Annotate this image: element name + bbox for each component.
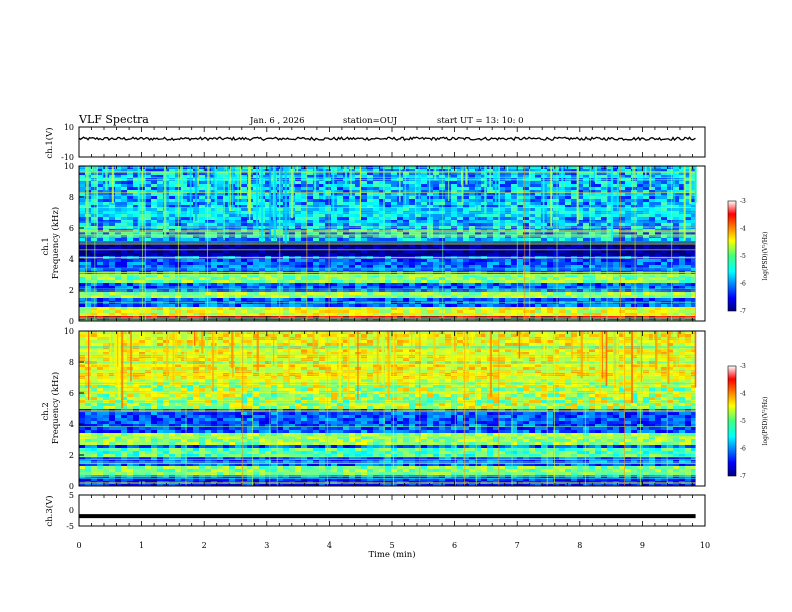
- ch2-colorbar: -3 -4 -5 -6 -7 log(PSD)(V²/Hz): [727, 363, 769, 480]
- ch1-ytick-bottom: -10: [61, 153, 74, 162]
- ch2-spectrogram-ytick-label: 6: [69, 389, 74, 398]
- ch2-spectrogram-ytick-label: 10: [64, 327, 74, 336]
- time-axis-ticks: [78, 127, 706, 526]
- ch1-ylabel: ch.1(V): [44, 127, 55, 158]
- station-label: station=OUJ: [343, 116, 398, 126]
- ch1-colorbar-tick: -7: [740, 308, 746, 315]
- ch1-colorbar: -3 -4 -5 -6 -7 log(PSD)(V²/Hz): [727, 198, 769, 315]
- time-tick-label: 2: [202, 541, 207, 550]
- ch1-spectrogram-ytick-label: 2: [69, 286, 74, 295]
- ch2-colorbar-tick: -6: [740, 446, 746, 453]
- time-tick-label: 9: [640, 541, 645, 550]
- ch2-spectrogram-ytick-label: 0: [69, 482, 74, 491]
- ch1-spectrogram-ytick-label: 6: [69, 224, 74, 233]
- time-tick-label: 8: [577, 541, 582, 550]
- time-tick-label: 4: [327, 541, 332, 550]
- ch3-ytick-mid: 0: [69, 506, 74, 515]
- time-tick-label: 3: [264, 541, 269, 550]
- time-tick-label: 0: [76, 541, 81, 550]
- ch2-spectrogram-panel: 0 2 4 6 8 10 ch.2 Frequency (kHz): [41, 327, 706, 491]
- ch3-ytick-top: 5: [69, 491, 74, 500]
- ch1-ytick-top: 10: [64, 123, 74, 132]
- ch2-spectrogram-image: [79, 331, 697, 486]
- time-tick-label: 6: [452, 541, 457, 550]
- time-tick-label: 5: [389, 541, 394, 550]
- ch3-waveform-frame: [78, 494, 706, 527]
- ch3-ytick-bottom: -5: [66, 522, 74, 531]
- ch1-spectrogram-ytick-label: 0: [69, 317, 74, 326]
- ch3-waveform-panel: 5 0 -5 ch.3(V): [44, 491, 706, 531]
- ch1-spectrogram-ylabel: ch.1 Frequency (kHz): [41, 207, 61, 279]
- start-time-label: start UT = 13: 10: 0: [437, 116, 524, 126]
- time-tick-label: 7: [515, 541, 520, 550]
- time-axis-labels: 0 1 2 3 4 5 6 7 8 9 10: [76, 541, 710, 550]
- ch1-spectrogram-image: [79, 166, 697, 321]
- ch1-spectrogram-panel: 0 2 4 6 8 10 ch.1 Frequency (kHz): [41, 162, 706, 326]
- time-tick-label: 1: [139, 541, 144, 550]
- date-label: Jan. 6 , 2026: [249, 116, 305, 126]
- ch1-waveform-line: [78, 136, 696, 142]
- ch1-colorbar-tick: -6: [740, 281, 746, 288]
- ch1-spectrogram-ytick-label: 8: [69, 193, 74, 202]
- ch2-spectrogram-ylabel: ch.2 Frequency (kHz): [41, 372, 61, 444]
- ch2-colorbar-tick: -3: [740, 363, 746, 370]
- ch2-spectrogram-ytick-label: 8: [69, 358, 74, 367]
- ch1-colorbar-tick: -3: [740, 198, 746, 205]
- ch1-colorbar-tick: -5: [740, 253, 746, 260]
- ch1-colorbar-label: log(PSD)(V²/Hz): [762, 232, 769, 281]
- ch1-waveform-panel: 10 -10 ch.1(V): [44, 123, 706, 162]
- ch2-colorbar-tick: -5: [740, 418, 746, 425]
- ch2-spectrogram-ytick-label: 4: [69, 420, 74, 429]
- ch1-colorbar-gradient: [727, 200, 737, 312]
- ch1-spectrogram-ytick-label: 4: [69, 255, 74, 264]
- ch2-spectrogram-ytick-label: 2: [69, 451, 74, 460]
- ch1-colorbar-tick: -4: [740, 226, 746, 233]
- ch2-colorbar-label: log(PSD)(V²/Hz): [762, 397, 769, 446]
- time-tick-label: 10: [700, 541, 710, 550]
- figure-title: VLF Spectra: [78, 113, 149, 126]
- ch1-spectrogram-ytick-label: 10: [64, 162, 74, 171]
- ch2-colorbar-gradient: [727, 365, 737, 477]
- ch2-colorbar-tick: -4: [740, 391, 746, 398]
- ch2-colorbar-tick: -7: [740, 473, 746, 480]
- time-axis-label: Time (min): [368, 549, 415, 560]
- ch3-ylabel: ch.3(V): [44, 495, 55, 526]
